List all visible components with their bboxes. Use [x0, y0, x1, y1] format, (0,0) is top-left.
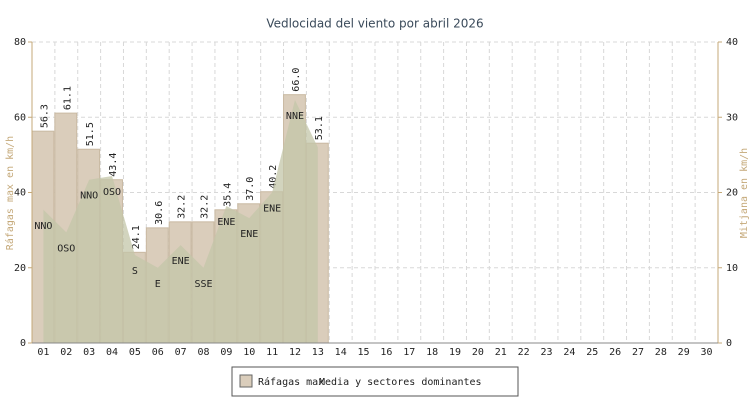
x-tick-label: 22 — [518, 347, 530, 358]
chart-title: Vedlocidad del viento por abril 2026 — [266, 17, 483, 31]
y-tick-label: 0 — [20, 338, 26, 349]
x-tick-label: 25 — [586, 347, 598, 358]
y-tick-label: 40 — [14, 188, 26, 199]
direction-label: NNO — [34, 221, 52, 232]
y2-tick-label: 20 — [726, 188, 738, 199]
x-tick-label: 16 — [380, 347, 392, 358]
value-label: 37.0 — [245, 177, 256, 201]
x-tick-label: 07 — [175, 347, 187, 358]
x-tick-label: 01 — [37, 347, 49, 358]
legend-label: Media y sectores dominantes — [319, 377, 482, 388]
direction-label: ENE — [263, 204, 281, 215]
legend-label: Ráfagas max — [258, 376, 324, 388]
x-tick-label: 17 — [403, 347, 415, 358]
direction-label: ENE — [172, 256, 190, 267]
value-label: 32.2 — [177, 195, 188, 219]
y2-axis-title: Mitjana en km/h — [739, 148, 750, 238]
x-tick-label: 12 — [289, 347, 301, 358]
x-tick-label: 14 — [335, 347, 347, 358]
y2-tick-label: 30 — [726, 112, 738, 123]
value-label: 61.1 — [62, 86, 73, 110]
x-tick-label: 18 — [426, 347, 438, 358]
value-label: 30.6 — [154, 201, 165, 225]
direction-label: OSO — [57, 243, 75, 254]
x-tick-label: 26 — [609, 347, 621, 358]
x-tick-label: 20 — [472, 347, 484, 358]
y2-tick-label: 40 — [726, 37, 738, 48]
value-label: 56.3 — [39, 104, 50, 128]
direction-label: OSO — [103, 187, 121, 198]
value-label: 40.2 — [268, 165, 279, 189]
x-tick-label: 04 — [106, 347, 118, 358]
y-tick-label: 20 — [14, 263, 26, 274]
direction-label: SSE — [194, 279, 212, 290]
x-tick-label: 21 — [495, 347, 507, 358]
x-tick-label: 13 — [312, 347, 324, 358]
value-label: 66.0 — [291, 68, 302, 92]
value-label: 51.5 — [85, 122, 96, 146]
x-tick-label: 06 — [152, 347, 164, 358]
y2-tick-label: 0 — [726, 338, 732, 349]
x-tick-label: 15 — [358, 347, 370, 358]
direction-label: S — [132, 266, 138, 277]
x-tick-label: 24 — [563, 347, 575, 358]
value-label: 32.2 — [200, 195, 211, 219]
x-tick-label: 05 — [129, 347, 141, 358]
x-tick-label: 30 — [701, 347, 713, 358]
x-tick-label: 11 — [266, 347, 278, 358]
direction-label: NNE — [286, 111, 304, 122]
x-tick-label: 27 — [632, 347, 644, 358]
value-label: 24.1 — [131, 225, 142, 249]
x-tick-label: 03 — [83, 347, 95, 358]
x-tick-label: 23 — [540, 347, 552, 358]
value-label: 53.1 — [314, 116, 325, 140]
direction-label: ENE — [240, 229, 258, 240]
y2-tick-label: 10 — [726, 263, 738, 274]
x-tick-label: 29 — [678, 347, 690, 358]
direction-label: E — [155, 279, 161, 290]
value-label: 43.4 — [108, 153, 119, 177]
area — [43, 99, 318, 343]
x-tick-label: 02 — [60, 347, 72, 358]
y-axis-title: Ráfagas max en km/h — [4, 136, 16, 250]
x-tick-label: 08 — [197, 347, 209, 358]
value-label: 35.4 — [222, 183, 233, 207]
x-tick-label: 10 — [243, 347, 255, 358]
direction-label: ENE — [217, 217, 235, 228]
direction-label: NNO — [80, 191, 98, 202]
legend-box — [231, 366, 519, 397]
legend-swatch — [239, 374, 253, 388]
x-tick-label: 28 — [655, 347, 667, 358]
y-tick-label: 60 — [14, 112, 26, 123]
x-tick-label: 09 — [220, 347, 232, 358]
x-tick-label: 19 — [449, 347, 461, 358]
y-tick-label: 80 — [14, 37, 26, 48]
